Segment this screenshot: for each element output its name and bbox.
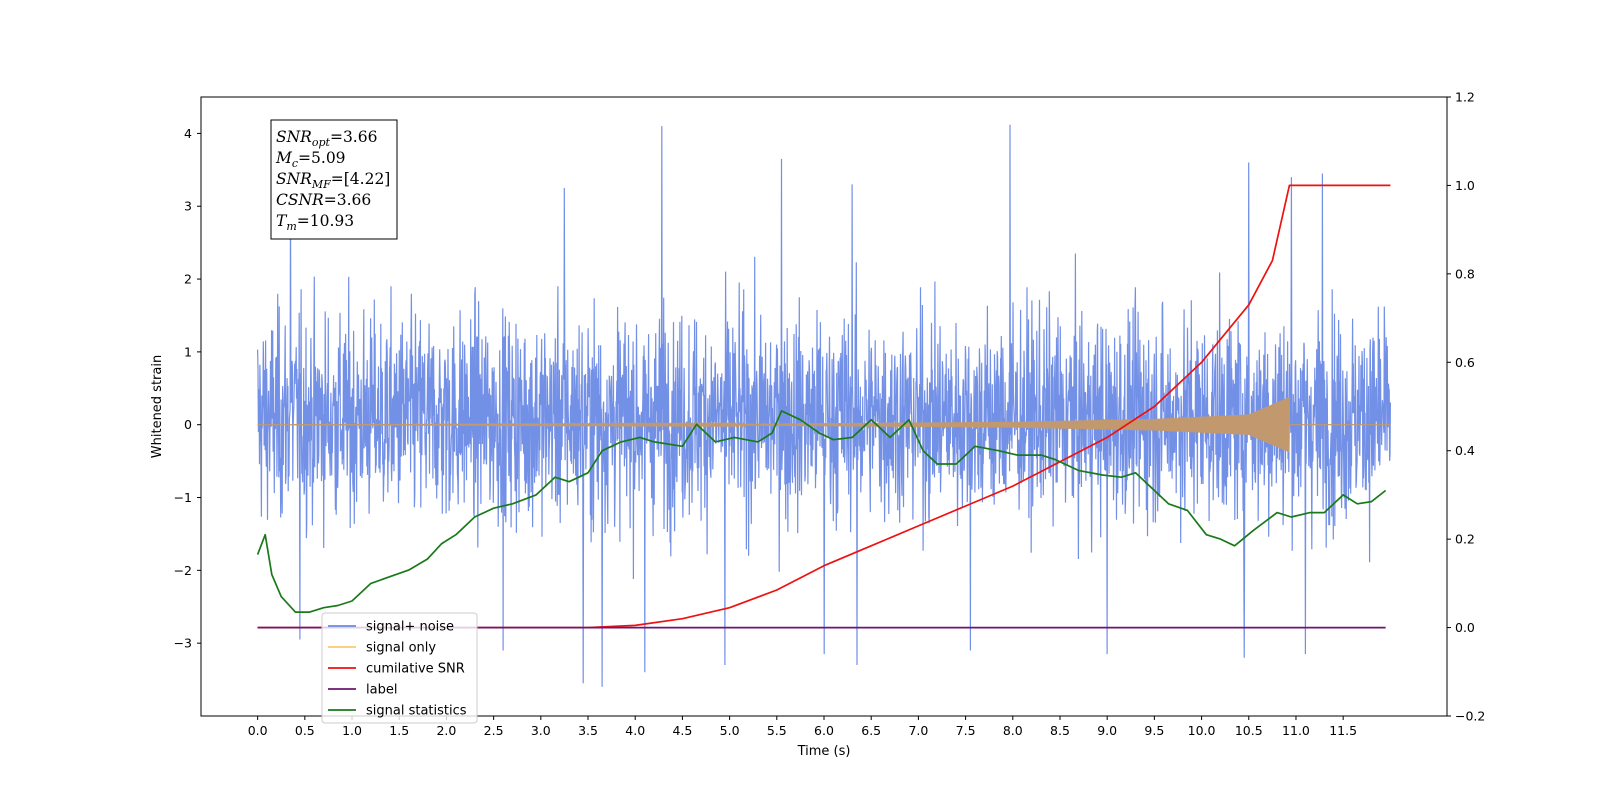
annotation-frame — [270, 119, 398, 240]
legend-label-signal-only: signal only — [366, 641, 436, 656]
y-tick-label: 0 — [184, 417, 192, 432]
y-tick-label: 3 — [184, 199, 192, 214]
axes: 0.0 0.5 1.0 1.5 2.0 2.5 3.0 3.5 4.0 4.5 5.0 5.5 6.0 6… — [150, 90, 1485, 760]
annotation-line: Mc=5.09 — [275, 149, 346, 170]
series-signal-noise-line — [257, 124, 1391, 687]
x-tick-label: 0.5 — [295, 723, 315, 738]
annotation-symbol: T — [276, 212, 288, 230]
series-signal-statistics-line — [256, 410, 1387, 613]
annotation-symbol: M — [275, 149, 293, 167]
annotation-line: SNRopt=3.66 — [276, 128, 377, 149]
annotation-subscript: opt — [312, 136, 331, 149]
annotation-value: =10.93 — [297, 212, 354, 230]
legend-frame — [321, 612, 478, 724]
y2-tick-label: 0.8 — [1455, 266, 1475, 281]
y-tick-label: 1 — [184, 344, 192, 359]
x-tick-label: 11.0 — [1282, 723, 1310, 738]
annotation-box: SNRopt=3.66Mc=5.09SNRMF=[4.22]CSNR=3.66T… — [270, 119, 398, 240]
x-tick-label: 2.5 — [484, 723, 504, 738]
y2-tick-label: 0.6 — [1455, 355, 1475, 370]
x-tick-label: 3.0 — [531, 723, 551, 738]
x-tick-label: 8.0 — [1003, 723, 1023, 738]
x-axis-label: Time (s) — [797, 744, 851, 759]
x-tick-label: 7.5 — [956, 723, 976, 738]
annotation-line: Tm=10.93 — [276, 212, 354, 233]
series-cumilative-snr-line — [257, 184, 1391, 629]
legend: signal+ noise signal only cumilative SNR la… — [321, 612, 478, 724]
x-tick-label: 9.5 — [1144, 723, 1164, 738]
x-tick-label: 9.0 — [1097, 723, 1117, 738]
x-tick-label: 10.0 — [1188, 723, 1216, 738]
annotation-subscript: c — [292, 157, 298, 170]
x-tick-label: 4.5 — [672, 723, 692, 738]
x-tick-label: 4.0 — [625, 723, 645, 738]
legend-label-cumilative-snr: cumilative SNR — [366, 662, 465, 677]
y-tick-label: −3 — [174, 636, 192, 651]
annotation-value: =3.66 — [324, 191, 372, 209]
annotation-value: =3.66 — [330, 128, 378, 146]
annotation-line: CSNR=3.66 — [276, 191, 371, 209]
legend-label-signal-noise: signal+ noise — [366, 620, 454, 635]
x-tick-label: 7.0 — [908, 723, 928, 738]
annotation-symbol: SNR — [276, 128, 312, 146]
x-tick-label: 1.5 — [389, 723, 409, 738]
series-signal-only-line — [257, 396, 1391, 453]
y-axis-label: Whitened strain — [150, 355, 165, 458]
annotation-subscript: m — [286, 220, 296, 233]
x-tick-label: 1.0 — [342, 723, 362, 738]
annotation-subscript: MF — [311, 178, 331, 191]
y2-tick-label: 1.0 — [1455, 178, 1475, 193]
y2-tick-label: 0.2 — [1455, 532, 1475, 547]
y2-tick-label: 0.4 — [1455, 443, 1475, 458]
x-tick-label: 5.5 — [767, 723, 787, 738]
x-tick-label: 6.0 — [814, 723, 834, 738]
annotation-symbol: SNR — [276, 170, 312, 188]
x-tick-label: 10.5 — [1235, 723, 1263, 738]
y-tick-label: −1 — [174, 490, 192, 505]
y2-tick-label: 1.2 — [1455, 90, 1475, 105]
annotation-value: =5.09 — [298, 149, 346, 167]
x-tick-label: 2.0 — [436, 723, 456, 738]
y2-tick-label: 0.0 — [1455, 620, 1475, 635]
x-tick-label: 0.0 — [248, 723, 268, 738]
annotation-value: =[4.22] — [331, 170, 391, 188]
annotation-symbol: CSNR — [276, 191, 324, 209]
x-tick-label: 6.5 — [861, 723, 881, 738]
x-tick-label: 5.0 — [720, 723, 740, 738]
annotation-line: SNRMF=[4.22] — [276, 170, 390, 191]
legend-label-label: label — [366, 683, 397, 698]
y2-tick-label: −0.2 — [1455, 709, 1485, 724]
x-tick-label: 3.5 — [578, 723, 598, 738]
x-tick-label: 11.5 — [1329, 723, 1357, 738]
x-tick-label: 8.5 — [1050, 723, 1070, 738]
y-tick-label: 4 — [184, 126, 192, 141]
y-tick-label: 2 — [184, 272, 192, 287]
legend-label-signal-statistics: signal statistics — [366, 704, 467, 719]
y-tick-label: −2 — [174, 563, 192, 578]
